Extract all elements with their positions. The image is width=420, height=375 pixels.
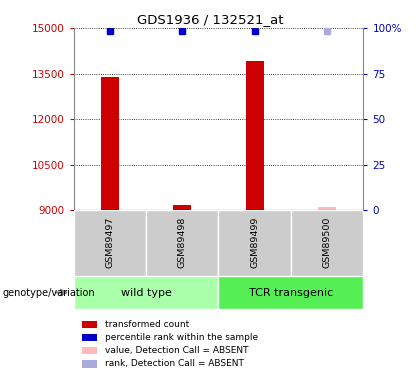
Text: transformed count: transformed count (105, 320, 189, 329)
Text: TCR transgenic: TCR transgenic (249, 288, 333, 297)
Text: GSM89499: GSM89499 (250, 217, 259, 268)
Text: rank, Detection Call = ABSENT: rank, Detection Call = ABSENT (105, 359, 244, 368)
Bar (74, 276, 218, 309)
Bar (318, 207, 336, 210)
Bar (291, 210, 363, 276)
Bar (74, 210, 146, 276)
Text: GDS1936 / 132521_at: GDS1936 / 132521_at (137, 13, 283, 26)
Text: genotype/variation: genotype/variation (2, 288, 95, 297)
Bar (101, 76, 119, 210)
Bar (246, 62, 264, 210)
Bar (173, 206, 191, 210)
Text: GSM89497: GSM89497 (105, 217, 114, 268)
Text: value, Detection Call = ABSENT: value, Detection Call = ABSENT (105, 346, 249, 355)
Text: percentile rank within the sample: percentile rank within the sample (105, 333, 258, 342)
Text: wild type: wild type (121, 288, 171, 297)
Bar (218, 276, 363, 309)
Text: GSM89500: GSM89500 (323, 217, 331, 268)
Text: GSM89498: GSM89498 (178, 217, 186, 268)
Bar (218, 210, 291, 276)
Bar (146, 210, 218, 276)
